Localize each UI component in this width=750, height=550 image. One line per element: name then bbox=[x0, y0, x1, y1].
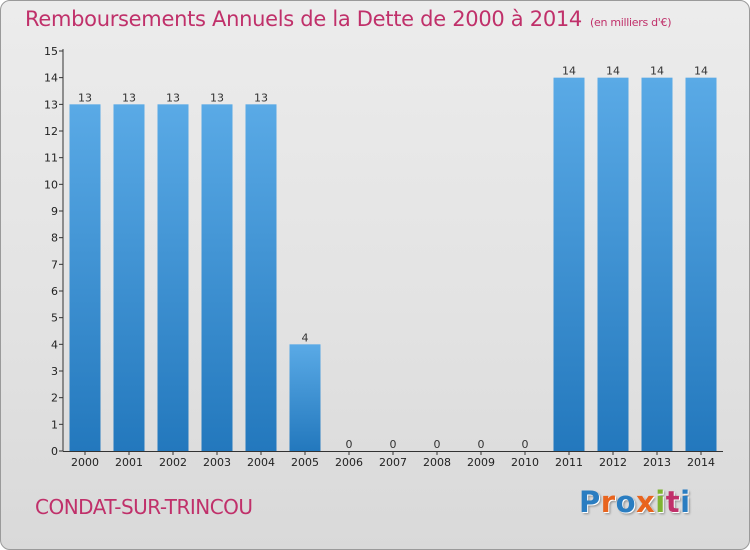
y-tick-label: 3 bbox=[51, 365, 58, 378]
bar-value-label: 0 bbox=[434, 438, 441, 451]
commune-name: CONDAT-SUR-TRINCOU bbox=[35, 495, 253, 519]
x-tick-label: 2004 bbox=[247, 456, 275, 469]
x-tick-label: 2002 bbox=[159, 456, 187, 469]
bar-value-label: 0 bbox=[346, 438, 353, 451]
bar-2003 bbox=[201, 104, 233, 451]
bar-value-label: 4 bbox=[302, 331, 309, 344]
chart-title: Remboursements Annuels de la Dette de 20… bbox=[25, 7, 671, 31]
x-tick-label: 2001 bbox=[115, 456, 143, 469]
bar-value-label: 14 bbox=[562, 65, 576, 78]
bar-2011 bbox=[553, 77, 585, 452]
y-tick-label: 2 bbox=[51, 392, 58, 405]
bar-value-label: 14 bbox=[606, 65, 620, 78]
y-tick-label: 8 bbox=[51, 232, 58, 245]
logo-letter: i bbox=[655, 485, 666, 519]
bar-value-label: 13 bbox=[210, 91, 224, 104]
y-tick-label: 1 bbox=[51, 418, 58, 431]
y-tick-label: 10 bbox=[44, 178, 58, 191]
chart-title-unit: (en milliers d'€) bbox=[590, 16, 672, 29]
y-tick-label: 14 bbox=[44, 72, 58, 85]
y-tick-label: 4 bbox=[51, 338, 58, 351]
x-tick-label: 2011 bbox=[555, 456, 583, 469]
bar-2014 bbox=[685, 77, 717, 452]
x-tick-label: 2000 bbox=[71, 456, 99, 469]
x-tick-label: 2009 bbox=[467, 456, 495, 469]
x-tick-label: 2008 bbox=[423, 456, 451, 469]
bar-value-label: 0 bbox=[390, 438, 397, 451]
bar-value-label: 14 bbox=[694, 65, 708, 78]
y-tick-label: 12 bbox=[44, 125, 58, 138]
bar-2001 bbox=[113, 104, 145, 451]
bar-2013 bbox=[641, 77, 673, 452]
y-tick-label: 9 bbox=[51, 205, 58, 218]
logo-letter: t bbox=[665, 485, 681, 519]
y-tick-label: 6 bbox=[51, 285, 58, 298]
bar-value-label: 0 bbox=[522, 438, 529, 451]
bar-value-label: 14 bbox=[650, 65, 664, 78]
logo-letter: i bbox=[680, 485, 691, 519]
y-tick-label: 11 bbox=[44, 152, 58, 165]
bar-value-label: 13 bbox=[122, 91, 136, 104]
x-tick-label: 2007 bbox=[379, 456, 407, 469]
logo-letter: o bbox=[615, 485, 637, 519]
proxiti-logo: Proxiti bbox=[579, 485, 691, 519]
bar-value-label: 13 bbox=[78, 91, 92, 104]
x-tick-label: 2006 bbox=[335, 456, 363, 469]
bar-value-label: 0 bbox=[478, 438, 485, 451]
y-tick-label: 5 bbox=[51, 312, 58, 325]
logo-letter: r bbox=[600, 485, 616, 519]
bar-value-label: 13 bbox=[166, 91, 180, 104]
y-tick-label: 7 bbox=[51, 258, 58, 271]
bar-2004 bbox=[245, 104, 277, 451]
bar-2005 bbox=[289, 344, 321, 451]
x-tick-label: 2014 bbox=[687, 456, 715, 469]
x-tick-label: 2003 bbox=[203, 456, 231, 469]
y-tick-label: 15 bbox=[44, 45, 58, 58]
bar-2000 bbox=[69, 104, 101, 451]
x-tick-label: 2012 bbox=[599, 456, 627, 469]
logo-letter: P bbox=[579, 485, 601, 519]
chart-title-text: Remboursements Annuels de la Dette de 20… bbox=[25, 7, 582, 31]
y-tick-label: 13 bbox=[44, 98, 58, 111]
bar-value-label: 13 bbox=[254, 91, 268, 104]
bar-2012 bbox=[597, 77, 629, 452]
x-tick-label: 2010 bbox=[511, 456, 539, 469]
x-tick-label: 2005 bbox=[291, 456, 319, 469]
y-tick-label: 0 bbox=[51, 445, 58, 458]
logo-letter: x bbox=[636, 485, 656, 519]
bars-group: 13 13 13 13 13 4 0 0 0 0 0 14 14 14 14 bbox=[69, 65, 717, 452]
bar-2002 bbox=[157, 104, 189, 451]
axes-group: 2000 2001 2002 2003 2004 2005 2006 2007 2008 2009… bbox=[44, 45, 723, 469]
x-tick-label: 2013 bbox=[643, 456, 671, 469]
